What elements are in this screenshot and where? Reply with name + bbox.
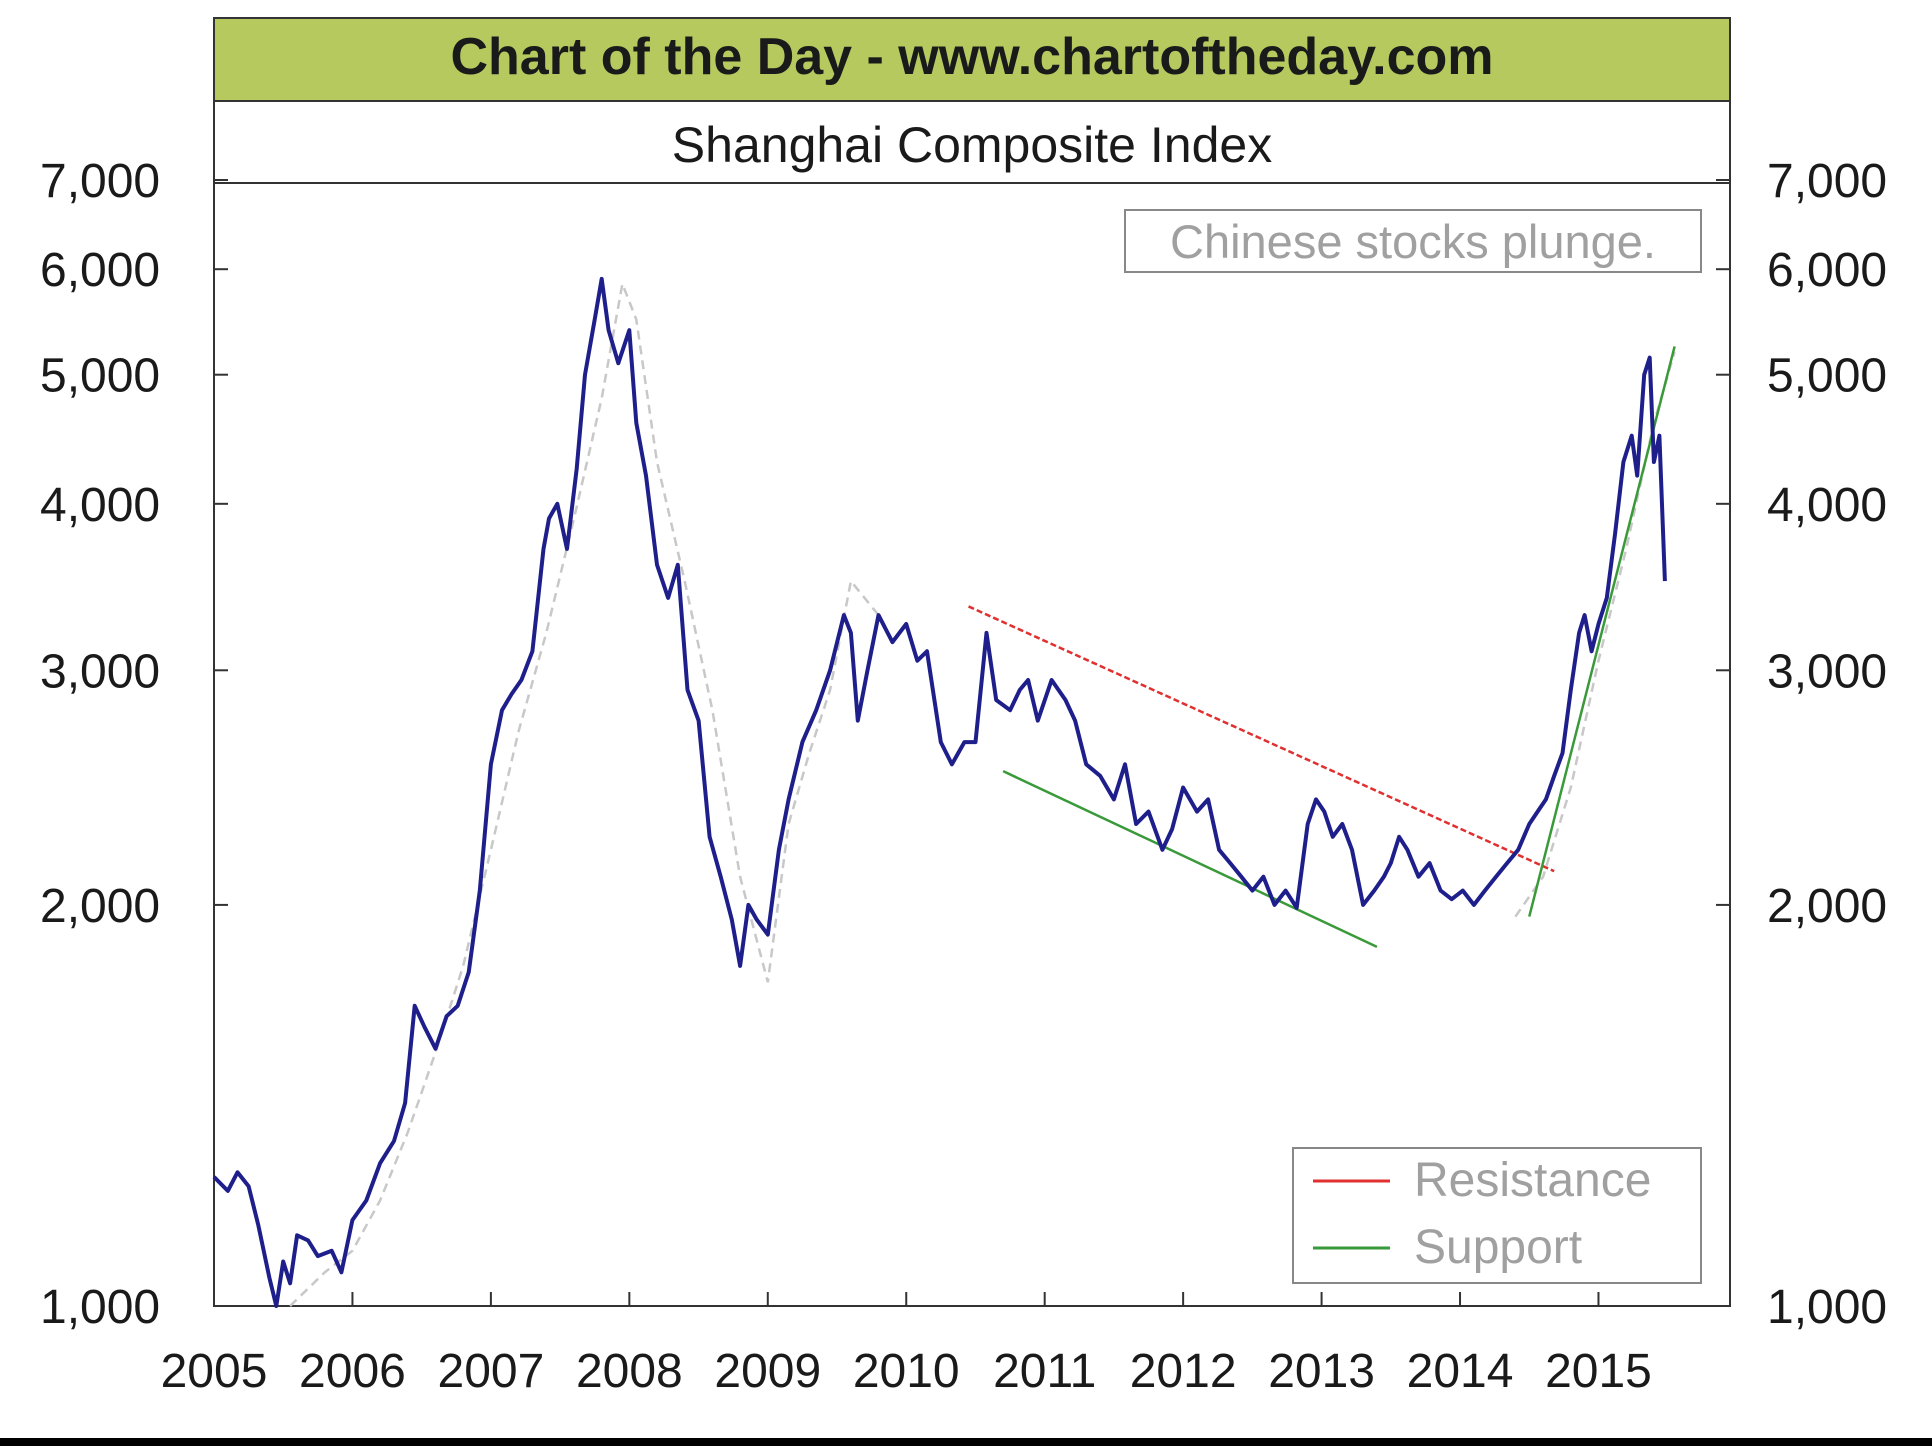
y-tick-label-left: 5,000 — [40, 350, 160, 403]
y-tick-label-left: 7,000 — [40, 155, 160, 208]
y-tick-label-left: 3,000 — [40, 645, 160, 698]
x-tick-label: 2010 — [853, 1345, 960, 1398]
y-tick-label-right: 6,000 — [1767, 244, 1887, 297]
index-line — [212, 276, 1667, 1308]
support-trendline — [1002, 770, 1378, 949]
title-strip — [213, 100, 1731, 184]
x-tick-label: 2012 — [1130, 1345, 1237, 1398]
y-tick-label-left: 1,000 — [40, 1281, 160, 1334]
y-tick-label-left: 4,000 — [40, 479, 160, 532]
plot-area — [213, 182, 1731, 1307]
legend-label-support: Support — [1414, 1221, 1582, 1274]
banner-text: Chart of the Day - www.chartoftheday.com — [450, 28, 1493, 86]
chart-title: Shanghai Composite Index — [672, 117, 1272, 173]
legend-label-resistance: Resistance — [1414, 1154, 1651, 1207]
annotation-text: Chinese stocks plunge. — [1170, 215, 1656, 268]
legend-box — [1292, 1147, 1702, 1284]
index-series-layer — [212, 276, 1667, 1308]
resistance-trendline — [968, 605, 1555, 873]
trendline-layer — [968, 346, 1676, 949]
x-tick-label: 2013 — [1268, 1345, 1375, 1398]
x-tick-label: 2008 — [576, 1345, 683, 1398]
x-tick-label: 2007 — [438, 1345, 545, 1398]
x-tick-label: 2011 — [993, 1345, 1096, 1398]
y-tick-label-left: 6,000 — [40, 244, 160, 297]
x-tick-label: 2006 — [299, 1345, 406, 1398]
support-trendline — [1528, 346, 1676, 917]
y-tick-label-right: 2,000 — [1767, 880, 1887, 933]
header-banner — [213, 17, 1731, 102]
x-tick-label: 2005 — [161, 1345, 268, 1398]
y-tick-label-right: 7,000 — [1767, 155, 1887, 208]
y-tick-label-right: 4,000 — [1767, 479, 1887, 532]
y-tick-label-right: 5,000 — [1767, 350, 1887, 403]
x-tick-label: 2014 — [1407, 1345, 1514, 1398]
y-tick-label-left: 2,000 — [40, 880, 160, 933]
y-tick-label-right: 3,000 — [1767, 645, 1887, 698]
y-tick-label-right: 1,000 — [1767, 1281, 1887, 1334]
ticks-layer: 1,000 1,000 2,000 2,000 3,000 3,000 4,000 4,000… — [40, 155, 1887, 1398]
annotation-box — [1124, 209, 1702, 273]
x-tick-label: 2009 — [714, 1345, 821, 1398]
x-tick-label: 2015 — [1545, 1345, 1652, 1398]
moving-average-line — [289, 279, 880, 1307]
